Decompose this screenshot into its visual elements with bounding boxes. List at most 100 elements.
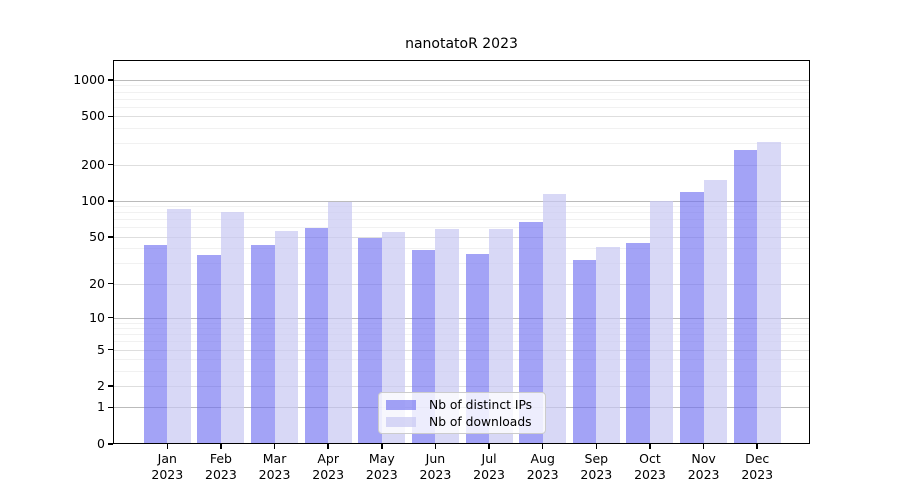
y-tick-5 <box>108 348 113 351</box>
x-tick-label-apr: Apr 2023 <box>312 451 345 482</box>
gridline-1000 <box>113 79 810 81</box>
gridline-minor <box>113 98 810 100</box>
gridline-minor <box>113 322 810 324</box>
x-tick-aug <box>541 444 544 449</box>
y-tick-200 <box>108 163 113 166</box>
bar-downloads-jul <box>489 229 513 444</box>
x-tick-jan <box>166 444 169 449</box>
bar-downloads-mar <box>274 230 299 444</box>
y-tick-500 <box>108 115 113 118</box>
gridline-minor <box>113 227 810 229</box>
gridline-minor <box>113 341 810 343</box>
x-tick-label-jan: Jan 2023 <box>151 451 184 482</box>
chart-title: nanotatoR 2023 <box>405 36 518 52</box>
gridline-minor <box>113 91 810 93</box>
x-tick-sep <box>595 444 598 449</box>
y-tick-label-500: 500 <box>81 108 105 124</box>
y-tick-1000 <box>108 79 113 81</box>
y-tick-1 <box>108 406 113 409</box>
x-tick-jul <box>488 444 490 449</box>
legend: Nb of distinct IPs Nb of downloads <box>378 392 546 434</box>
legend-item-downloads: Nb of downloads <box>386 414 537 430</box>
gridline-minor <box>113 106 810 108</box>
bar-ips-dec <box>733 149 758 444</box>
x-tick-mar <box>273 444 276 449</box>
bar-downloads-feb <box>220 212 245 444</box>
gridline-minor <box>113 359 810 361</box>
gridline-20 <box>113 283 810 285</box>
x-tick-label-oct: Oct 2023 <box>634 451 666 482</box>
x-tick-label-jul: Jul 2023 <box>473 451 505 482</box>
legend-label-ips: Nb of distinct IPs <box>429 398 533 412</box>
gridline-5 <box>113 349 810 351</box>
legend-label-downloads: Nb of downloads <box>429 415 532 429</box>
x-tick-label-dec: Dec 2023 <box>741 451 774 482</box>
bar-ips-aug <box>519 222 543 444</box>
x-tick-oct <box>649 444 651 449</box>
x-tick-label-sep: Sep 2023 <box>580 451 613 482</box>
legend-item-ips: Nb of distinct IPs <box>386 397 537 413</box>
gridline-10 <box>113 317 810 319</box>
gridline-minor <box>113 248 810 250</box>
bar-ips-may <box>358 237 382 444</box>
gridline-minor <box>113 206 810 208</box>
x-tick-dec <box>756 444 758 449</box>
gridline-500 <box>113 116 810 118</box>
y-tick-label-1: 1 <box>97 399 105 415</box>
bar-ips-apr <box>304 228 329 444</box>
y-tick-label-0: 0 <box>97 436 105 451</box>
gridline-minor <box>113 143 810 145</box>
legend-swatch-downloads <box>386 417 416 427</box>
x-tick-label-feb: Feb 2023 <box>205 451 237 482</box>
y-tick-label-50: 50 <box>89 228 105 244</box>
x-tick-nov <box>702 444 705 449</box>
y-tick-20 <box>108 282 113 285</box>
bar-downloads-jun <box>435 229 459 444</box>
y-tick-label-20: 20 <box>89 275 105 291</box>
bar-ips-sep <box>572 259 597 444</box>
bar-downloads-dec <box>757 141 781 444</box>
bar-downloads-jan <box>167 209 191 444</box>
x-tick-label-nov: Nov 2023 <box>687 451 720 482</box>
bar-downloads-apr <box>328 202 352 444</box>
gridline-minor <box>113 263 810 265</box>
bar-downloads-aug <box>542 194 567 444</box>
x-tick-apr <box>327 444 329 449</box>
y-tick-100 <box>108 200 113 202</box>
y-tick-2 <box>108 385 113 387</box>
x-tick-jun <box>434 444 437 449</box>
legend-swatch-ips <box>386 400 416 410</box>
bar-downloads-may <box>381 231 406 444</box>
gridline-minor <box>113 212 810 214</box>
bar-downloads-sep <box>596 247 620 444</box>
bar-downloads-oct <box>649 200 674 444</box>
gridline-100 <box>113 200 810 202</box>
x-tick-label-jun: Jun 2023 <box>419 451 452 482</box>
x-tick-label-may: May 2023 <box>365 451 398 482</box>
y-tick-label-2: 2 <box>97 378 105 394</box>
plot-area: Nb of distinct IPs Nb of downloads <box>113 60 810 444</box>
gridline-minor <box>113 85 810 87</box>
gridline-minor <box>113 219 810 221</box>
bar-ips-oct <box>626 243 650 444</box>
y-tick-0 <box>108 443 113 445</box>
bar-downloads-nov <box>703 179 728 444</box>
gridline-50 <box>113 236 810 238</box>
bar-ips-nov <box>680 192 704 444</box>
y-tick-label-200: 200 <box>81 156 105 172</box>
y-tick-label-10: 10 <box>89 309 105 325</box>
gridline-200 <box>113 164 810 166</box>
x-tick-label-mar: Mar 2023 <box>258 451 291 482</box>
gridline-2 <box>113 386 810 388</box>
x-tick-label-aug: Aug 2023 <box>526 451 559 482</box>
y-tick-50 <box>108 236 113 238</box>
y-tick-label-100: 100 <box>81 192 105 208</box>
gridline-minor <box>113 334 810 336</box>
bar-ips-feb <box>197 255 221 444</box>
bar-ips-jan <box>143 244 168 444</box>
y-tick-label-5: 5 <box>97 341 105 357</box>
gridline-minor <box>113 370 810 372</box>
bar-ips-mar <box>251 244 275 444</box>
x-tick-may <box>381 444 383 449</box>
